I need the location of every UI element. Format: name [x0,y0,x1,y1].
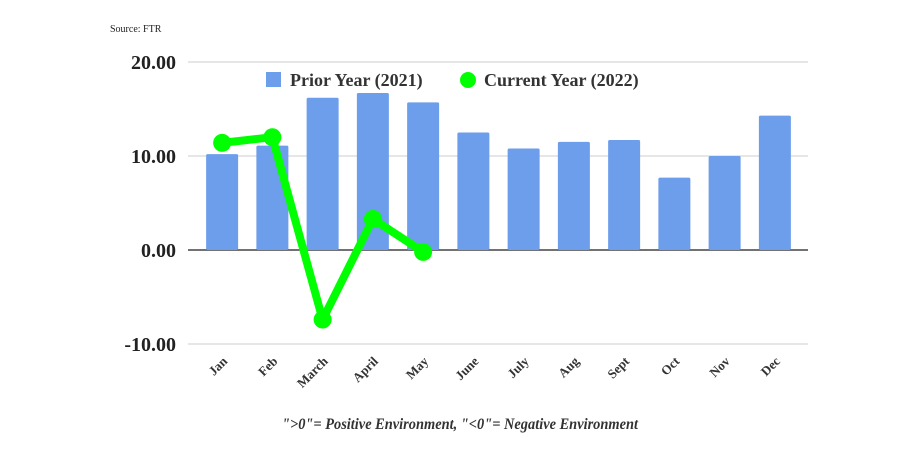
point-may [414,242,433,261]
point-jan [213,133,232,152]
x-tick-label: Aug [555,353,582,380]
legend-swatch-prior-year [266,72,281,87]
x-tick-label: July [504,353,532,381]
bar-april [356,93,389,251]
bar-aug [557,141,590,250]
point-march [313,310,332,329]
x-tick-label: Feb [255,354,280,379]
bar-sept [608,140,641,250]
point-april [363,209,382,228]
y-tick-label: 0.00 [141,240,176,262]
legend-label-prior-year: Prior Year (2021) [290,70,423,91]
x-tick-label: Dec [758,353,784,379]
point-feb [263,128,282,147]
x-tick-label: April [349,353,381,385]
x-tick-label: March [294,353,332,391]
bar-dec [758,115,791,250]
bar-oct [658,177,691,250]
y-tick-label: 20.00 [131,52,176,74]
bar-jan [206,154,239,250]
y-tick-label: 10.00 [131,146,176,168]
x-tick-label: Nov [706,353,733,380]
x-tick-label: Jan [205,353,230,378]
x-tick-label: Oct [658,353,683,378]
bar-may [407,102,440,250]
legend-label-current-year: Current Year (2022) [484,70,639,91]
bar-march [306,97,339,250]
footnote: ">0"= Positive Environment, "<0"= Negati… [281,416,639,433]
legend-swatch-current-year [460,72,476,88]
x-tick-label: Sept [604,353,632,381]
bar-nov [708,156,741,250]
bar-july [507,148,540,250]
source-label: Source: FTR [110,24,162,35]
x-tick-label: May [403,353,432,382]
y-tick-label: -10.00 [124,334,176,356]
x-tick-label: June [452,353,482,383]
bar-june [457,132,490,250]
bar-feb [256,145,289,250]
